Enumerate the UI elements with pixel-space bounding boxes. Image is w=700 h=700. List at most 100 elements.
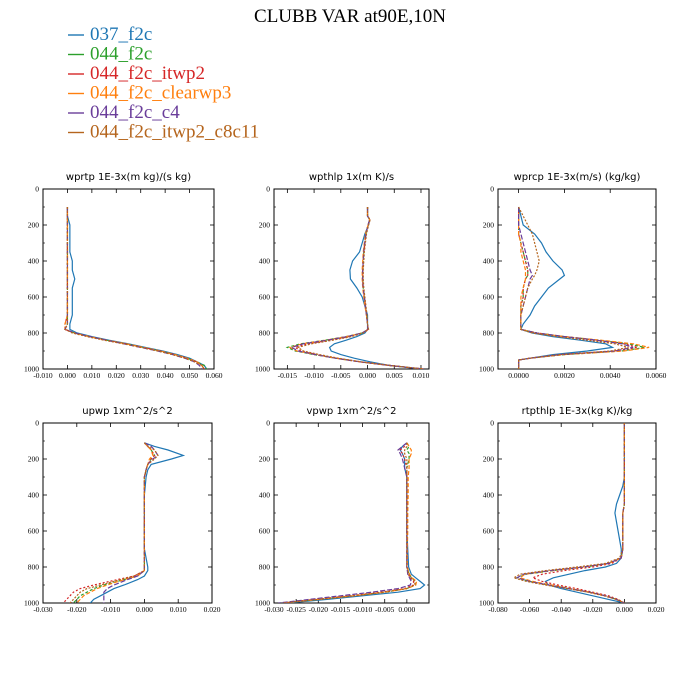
x-tick-label: -0.020 xyxy=(67,605,87,614)
x-tick-label: -0.005 xyxy=(331,371,351,380)
legend-label: 044_f2c_itwp2_c8c11 xyxy=(90,122,259,143)
y-tick-label: 400 xyxy=(28,257,40,266)
series-line-044_f2c xyxy=(64,207,208,369)
x-tick-label: 0.000 xyxy=(359,371,376,380)
series-line-044_f2c_clearwp3 xyxy=(76,442,154,603)
y-tick-label: 0 xyxy=(35,185,39,194)
panel-title: rtpthlp 1E-3x(kg K)/kg xyxy=(522,406,633,417)
series-line-037_f2c xyxy=(518,206,615,369)
x-tick-label: -0.015 xyxy=(331,605,351,614)
y-tick-label: 0 xyxy=(490,419,494,428)
series-line-044_f2c_itwp2_c8c11 xyxy=(64,207,205,369)
series-line-044_f2c_clearwp3 xyxy=(282,442,418,603)
x-tick-label: -0.080 xyxy=(488,605,508,614)
y-tick-label: 400 xyxy=(483,491,495,500)
y-tick-label: 800 xyxy=(259,329,271,338)
y-tick-label: 800 xyxy=(28,329,40,338)
y-tick-label: 1000 xyxy=(255,599,270,608)
panels: wprtp 1E-3x(m kg)/(s kg) 0 200 400 600 800 100… xyxy=(24,172,667,614)
y-tick-label: 600 xyxy=(483,293,495,302)
x-tick-label: -0.025 xyxy=(286,605,306,614)
series-line-044_f2c_itwp2_c8c11 xyxy=(518,206,629,369)
plot-frame xyxy=(42,188,215,370)
series-line-037_f2c xyxy=(89,442,186,603)
x-tick-label: -0.010 xyxy=(33,371,53,380)
legend-label: 044_f2c_clearwp3 xyxy=(90,83,231,104)
panel-1: wprtp 1E-3x(m kg)/(s kg) 0 200 400 600 800 100… xyxy=(24,172,223,380)
y-tick-label: 1000 xyxy=(24,599,39,608)
panel-title: upwp 1xm^2/s^2 xyxy=(82,406,172,417)
series-line-044_f2c_c4 xyxy=(518,207,634,369)
panel-title: vpwp 1xm^2/s^2 xyxy=(306,406,396,417)
series-line-044_f2c_c4 xyxy=(290,207,424,369)
y-tick-label: 400 xyxy=(259,491,271,500)
x-tick-label: 0.0000 xyxy=(508,371,529,380)
x-tick-label: -0.015 xyxy=(278,371,298,380)
x-tick-label: 0.000 xyxy=(59,371,76,380)
y-tick-label: 200 xyxy=(483,455,495,464)
panel-title: wprtp 1E-3x(m kg)/(s kg) xyxy=(66,172,191,183)
series-line-044_f2c_itwp2_c8c11 xyxy=(282,442,416,603)
x-tick-label: 0.020 xyxy=(204,605,221,614)
x-tick-label: 0.005 xyxy=(386,371,403,380)
x-tick-label: 0.010 xyxy=(170,605,187,614)
x-tick-label: -0.020 xyxy=(309,605,329,614)
series-line-037_f2c xyxy=(328,207,422,369)
y-tick-label: 600 xyxy=(259,293,271,302)
y-tick-label: 200 xyxy=(28,221,40,230)
series-line-044_f2c_itwp2 xyxy=(531,423,626,603)
y-tick-label: 800 xyxy=(259,563,271,572)
x-tick-label: -0.005 xyxy=(375,605,395,614)
legend: 037_f2c044_f2c044_f2c_itwp2044_f2c_clear… xyxy=(68,24,259,143)
panel-4: upwp 1xm^2/s^2 0 200 400 600 800 1000-0.030 -0.… xyxy=(24,406,221,614)
series-line-037_f2c xyxy=(544,423,626,603)
y-tick-label: 800 xyxy=(483,329,495,338)
series-line-044_f2c_itwp2_c8c11 xyxy=(512,423,626,603)
legend-label: 037_f2c xyxy=(90,24,152,45)
series-line-044_f2c_itwp2 xyxy=(62,442,156,603)
panel-2: wpthlp 1x(m K)/s02004006008001000-0.015-… xyxy=(255,172,430,380)
plot-frame xyxy=(497,188,657,370)
series-line-044_f2c xyxy=(282,442,417,603)
y-tick-label: 0 xyxy=(490,185,494,194)
x-tick-label: 0.020 xyxy=(108,371,125,380)
x-tick-label: 0.0040 xyxy=(600,371,621,380)
y-tick-label: 1000 xyxy=(479,365,494,374)
x-tick-label: -0.020 xyxy=(583,605,603,614)
series-line-044_f2c_itwp2_c8c11 xyxy=(69,442,159,603)
x-tick-label: -0.040 xyxy=(552,605,572,614)
y-tick-label: 200 xyxy=(28,455,40,464)
y-tick-label: 0 xyxy=(266,419,270,428)
y-tick-label: 0 xyxy=(35,419,39,428)
x-tick-label: -0.030 xyxy=(264,605,284,614)
x-tick-label: 0.050 xyxy=(181,371,198,380)
x-tick-label: -0.010 xyxy=(101,605,121,614)
y-tick-label: 400 xyxy=(259,257,271,266)
y-tick-label: 600 xyxy=(259,527,271,536)
x-tick-label: -0.010 xyxy=(353,605,373,614)
plot-frame xyxy=(273,188,430,370)
panel-3: wprcp 1E-3x(m/s) (kg/kg) 0 200 400 600 800 100… xyxy=(479,172,667,380)
y-tick-label: 1000 xyxy=(479,599,494,608)
series-line-044_f2c_itwp2 xyxy=(518,207,638,369)
series-line-044_f2c_clearwp3 xyxy=(518,423,626,603)
x-tick-label: -0.060 xyxy=(520,605,540,614)
x-tick-label: 0.000 xyxy=(616,605,633,614)
y-tick-label: 800 xyxy=(28,563,40,572)
x-tick-label: 0.000 xyxy=(136,605,153,614)
y-tick-label: 200 xyxy=(259,455,271,464)
y-tick-label: 0 xyxy=(266,185,270,194)
figure-title: CLUBB VAR at90E,10N xyxy=(254,6,446,27)
y-tick-label: 400 xyxy=(483,257,495,266)
x-tick-label: 0.000 xyxy=(398,605,415,614)
series-line-044_f2c_clearwp3 xyxy=(518,207,650,369)
y-tick-label: 1000 xyxy=(255,365,270,374)
x-tick-label: 0.010 xyxy=(413,371,430,380)
series-line-044_f2c_itwp2 xyxy=(282,442,415,603)
series-line-044_f2c_c4 xyxy=(515,423,626,603)
series-line-044_f2c xyxy=(72,442,156,603)
x-tick-label: 0.040 xyxy=(157,371,174,380)
legend-label: 044_f2c_itwp2 xyxy=(90,63,205,84)
x-tick-label: 0.0060 xyxy=(646,371,667,380)
